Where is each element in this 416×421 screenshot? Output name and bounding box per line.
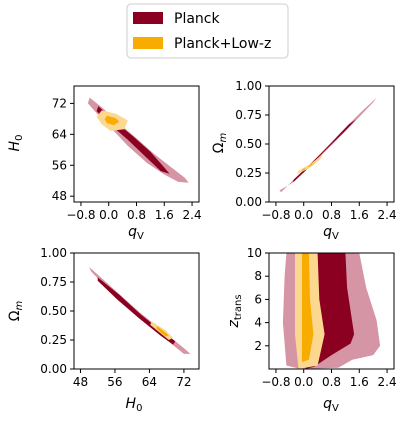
y-tick-label: 48	[52, 189, 67, 203]
xlabel-h0: H0	[126, 396, 143, 414]
ylabel-ztrans: ztrans	[226, 294, 244, 328]
x-tick-label: −0.8	[261, 208, 290, 222]
y-tick-label: 10	[247, 246, 262, 260]
panel-frame	[73, 85, 200, 203]
y-tick-label: 72	[52, 96, 67, 110]
xlabel-qv: qV	[323, 224, 339, 242]
planck-68-contour	[293, 119, 356, 183]
legend-label-planck-lowz: Planck+Low-z	[174, 36, 271, 52]
planck-95-contour	[89, 266, 191, 354]
y-tick-label: 0.25	[235, 166, 262, 180]
planck-lowz-68-contour	[104, 115, 120, 126]
legend-label-planck: Planck	[174, 11, 220, 27]
panel-frame	[268, 85, 395, 203]
panel-qv-vs-omega-m: −0.8 0.0 0.8 1.6 2.40.000.250.500.751.00 qV …	[211, 79, 397, 242]
x-tick-label: 1.6	[155, 208, 174, 222]
y-tick-label: 8	[254, 269, 262, 283]
x-tick-label: 72	[176, 375, 191, 389]
x-tick-label: 64	[142, 375, 157, 389]
y-tick-label: 56	[52, 158, 67, 172]
planck-lowz-68-contour	[156, 326, 169, 337]
x-tick-label: 0.8	[322, 208, 341, 222]
planck-95-contour	[279, 97, 377, 193]
x-tick-label: 48	[73, 375, 88, 389]
y-tick-label: 0.50	[235, 137, 262, 151]
x-tick-label: 2.4	[378, 375, 397, 389]
y-tick-label: 64	[52, 127, 67, 141]
planck-95-contour	[87, 97, 189, 183]
y-tick-label: 1.00	[235, 79, 262, 93]
legend: Planck Planck+Low-z	[126, 3, 289, 59]
panel-h0-vs-omega-m: 48 56 64 72 0.00 0.25 0.50 0.75 1.00 H0 Ωm	[7, 246, 200, 414]
x-tick-label: 0.8	[127, 208, 146, 222]
planck-lowz-68-contour	[302, 253, 314, 362]
x-tick-label: 0.0	[294, 375, 313, 389]
y-tick-label: 6	[254, 292, 262, 306]
y-tick-label: 0.00	[40, 362, 67, 376]
y-tick-label: 0.75	[235, 108, 262, 122]
x-tick-label: 0.0	[99, 208, 118, 222]
y-tick-label: 0.50	[40, 304, 67, 318]
ylabel-omega-m: Ωm	[211, 133, 229, 154]
panel-frame	[268, 252, 395, 370]
x-tick-label: 1.6	[350, 375, 369, 389]
legend-frame	[126, 3, 289, 59]
y-tick-label: 0.25	[40, 333, 67, 347]
y-tick-label: 0.75	[40, 275, 67, 289]
x-tick-label: −0.8	[261, 375, 290, 389]
x-tick-label: 56	[107, 375, 122, 389]
panel-qv-vs-h0: −0.8 0.0 0.8 1.6 2.4 48 56 64 72 qV H0	[7, 85, 202, 242]
y-tick-label: 1.00	[40, 246, 67, 260]
x-tick-label: 0.8	[322, 375, 341, 389]
legend-swatch-planck-lowz	[133, 37, 163, 49]
ylabel-h0: H0	[7, 135, 25, 152]
y-tick-label: 0.00	[235, 195, 262, 209]
panel-frame	[73, 252, 200, 370]
x-tick-label: 0.0	[294, 208, 313, 222]
y-tick-label: 2	[254, 339, 262, 353]
x-tick-label: 2.4	[378, 208, 397, 222]
x-tick-label: 1.6	[350, 208, 369, 222]
xlabel-qv: qV	[128, 224, 144, 242]
xlabel-qv: qV	[323, 396, 339, 414]
planck-lowz-68-contour	[302, 161, 316, 171]
x-tick-label: 2.4	[183, 208, 202, 222]
ylabel-omega-m: Ωm	[7, 301, 25, 322]
y-tick-label: 4	[254, 316, 262, 330]
x-tick-label: −0.8	[66, 208, 95, 222]
legend-swatch-planck	[133, 12, 163, 24]
panel-qv-vs-ztrans: −0.8 0.0 0.8 1.6 2.4 2 4 6 8 10 qV ztrans	[226, 246, 397, 414]
